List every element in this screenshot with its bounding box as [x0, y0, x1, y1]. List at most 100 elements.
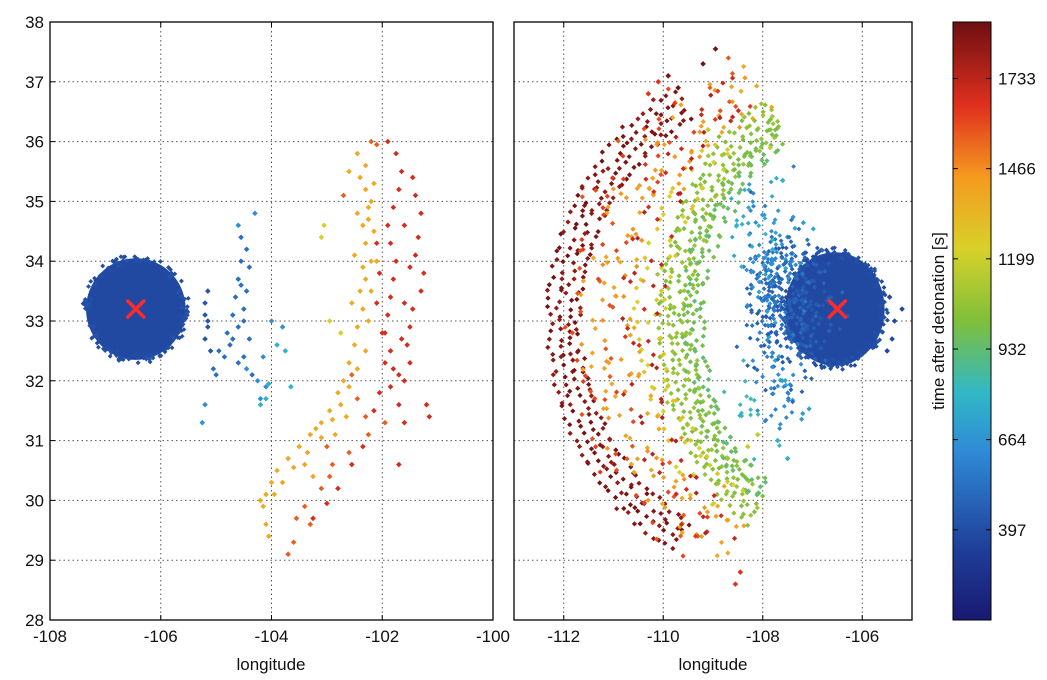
data-point	[624, 456, 630, 462]
data-point	[757, 330, 763, 336]
data-point	[592, 172, 598, 178]
data-point	[679, 495, 685, 501]
data-point	[728, 143, 734, 149]
data-point	[574, 331, 581, 337]
data-point	[650, 473, 657, 479]
data-point	[771, 378, 777, 384]
data-point	[585, 460, 591, 466]
left-tick-labels: -108 -106 -104 -102 -10028293031323334353637…	[25, 13, 510, 646]
data-point	[727, 434, 733, 440]
data-point	[678, 435, 685, 441]
data-point	[766, 267, 772, 273]
data-point	[560, 352, 566, 358]
data-point	[651, 189, 657, 195]
data-point	[705, 387, 711, 393]
data-point	[690, 425, 696, 431]
data-point	[588, 242, 594, 248]
data-point	[745, 220, 751, 226]
data-point	[702, 358, 708, 364]
data-point	[681, 186, 687, 192]
data-point	[682, 264, 689, 270]
data-point	[202, 300, 208, 306]
data-point	[304, 449, 311, 456]
data-point	[679, 110, 685, 116]
data-point	[263, 521, 269, 528]
data-point	[665, 105, 671, 111]
data-point	[724, 476, 730, 482]
data-point	[202, 336, 208, 342]
data-point	[699, 407, 706, 413]
data-point	[614, 157, 620, 163]
data-point	[715, 177, 721, 184]
data-point	[721, 389, 727, 395]
data-point	[669, 335, 675, 341]
data-point	[712, 116, 718, 123]
y-tick-label: 38	[25, 13, 44, 32]
right-detonation-marker	[827, 299, 848, 319]
data-point	[257, 497, 264, 504]
data-point	[754, 431, 761, 438]
data-point	[676, 246, 683, 252]
data-point	[899, 306, 905, 312]
data-point	[731, 130, 738, 136]
data-point	[783, 294, 789, 300]
data-point	[737, 144, 743, 151]
data-point	[748, 140, 754, 146]
data-point	[730, 161, 737, 167]
data-point	[765, 331, 771, 337]
data-point	[695, 196, 701, 202]
data-point	[779, 177, 786, 184]
data-point	[739, 491, 746, 497]
data-point	[579, 411, 585, 418]
data-point	[586, 411, 592, 417]
data-point	[645, 362, 651, 368]
data-point	[625, 232, 631, 239]
data-point	[757, 484, 763, 490]
data-point	[673, 228, 679, 234]
data-point	[786, 234, 792, 240]
data-point	[550, 357, 556, 363]
data-point	[401, 300, 408, 306]
data-point	[720, 181, 726, 187]
data-point	[179, 278, 184, 284]
data-point	[570, 260, 577, 266]
data-point	[821, 339, 827, 344]
data-point	[670, 185, 676, 191]
data-point	[550, 351, 556, 358]
data-point	[736, 190, 742, 196]
data-point	[739, 118, 745, 124]
data-point	[774, 249, 780, 255]
data-point	[775, 357, 781, 362]
data-point	[793, 262, 799, 268]
data-point	[96, 344, 101, 350]
data-point	[735, 156, 741, 163]
data-point	[700, 355, 706, 361]
data-point	[235, 276, 242, 282]
data-point	[747, 173, 753, 179]
data-point	[238, 258, 244, 264]
data-point	[749, 323, 755, 328]
data-point	[728, 84, 735, 90]
data-point	[654, 310, 660, 317]
data-point	[574, 438, 580, 444]
data-point	[708, 92, 714, 98]
data-point	[741, 213, 746, 219]
data-point	[768, 413, 774, 419]
data-point	[574, 290, 581, 296]
data-point	[168, 338, 174, 344]
data-point	[100, 263, 106, 269]
data-point	[679, 259, 685, 266]
data-point	[704, 514, 711, 520]
data-point	[589, 245, 595, 251]
data-point	[620, 316, 626, 322]
detonation-cross-b	[827, 299, 848, 319]
data-point	[675, 387, 681, 393]
data-point	[877, 306, 883, 312]
data-point	[736, 173, 742, 179]
data-point	[92, 275, 97, 281]
data-point	[606, 142, 612, 148]
data-point	[580, 242, 586, 249]
data-point	[675, 278, 682, 284]
data-point	[718, 513, 724, 519]
data-point	[112, 258, 118, 264]
